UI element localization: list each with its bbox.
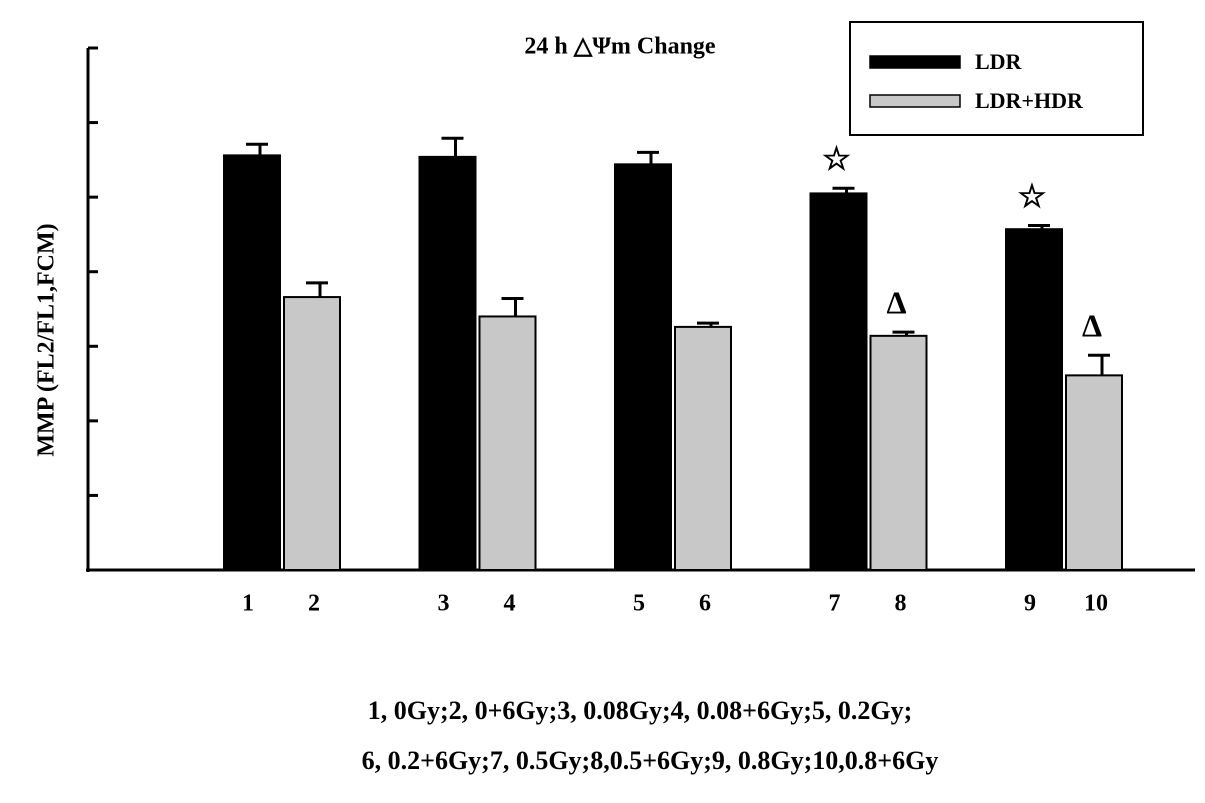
footnote: 6, 0.2+6Gy;7, 0.5Gy;8,0.5+6Gy;9, 0.8Gy;1… <box>362 746 939 775</box>
annotation: ☆ <box>822 141 851 177</box>
legend-label: LDR <box>975 49 1023 74</box>
annotation: Δ <box>886 284 906 320</box>
bar <box>674 325 732 572</box>
y-axis-label: MMP (FL2/FL1,FCM) <box>34 223 60 456</box>
bar <box>283 296 341 571</box>
bar <box>478 315 537 572</box>
x-tick-label: 7 <box>829 591 841 617</box>
x-tick-label: 4 <box>504 591 516 617</box>
bar <box>869 334 928 571</box>
x-tick-label: 6 <box>699 591 711 617</box>
legend-swatch <box>869 94 961 108</box>
annotation: ☆ <box>1018 178 1047 214</box>
bar <box>614 163 672 571</box>
bar <box>1005 228 1063 572</box>
x-tick-label: 10 <box>1084 591 1108 617</box>
x-tick-label: 2 <box>308 591 320 617</box>
x-tick-label: 3 <box>438 591 450 617</box>
bar <box>809 192 868 572</box>
bar <box>1065 374 1123 571</box>
x-tick-label: 5 <box>633 591 645 617</box>
legend-label: LDR+HDR <box>975 88 1084 113</box>
footnote: 1, 0Gy;2, 0+6Gy;3, 0.08Gy;4, 0.08+6Gy;5,… <box>368 696 913 725</box>
legend-swatch <box>869 55 961 69</box>
x-tick-label: 9 <box>1024 591 1036 617</box>
x-tick-label: 8 <box>895 591 907 617</box>
chart-title: 24 h △Ψm Change <box>524 34 716 60</box>
bar <box>418 155 477 571</box>
annotation: Δ <box>1082 308 1102 344</box>
legend <box>849 21 1144 136</box>
bar <box>223 154 281 572</box>
x-tick-label: 1 <box>242 591 254 617</box>
